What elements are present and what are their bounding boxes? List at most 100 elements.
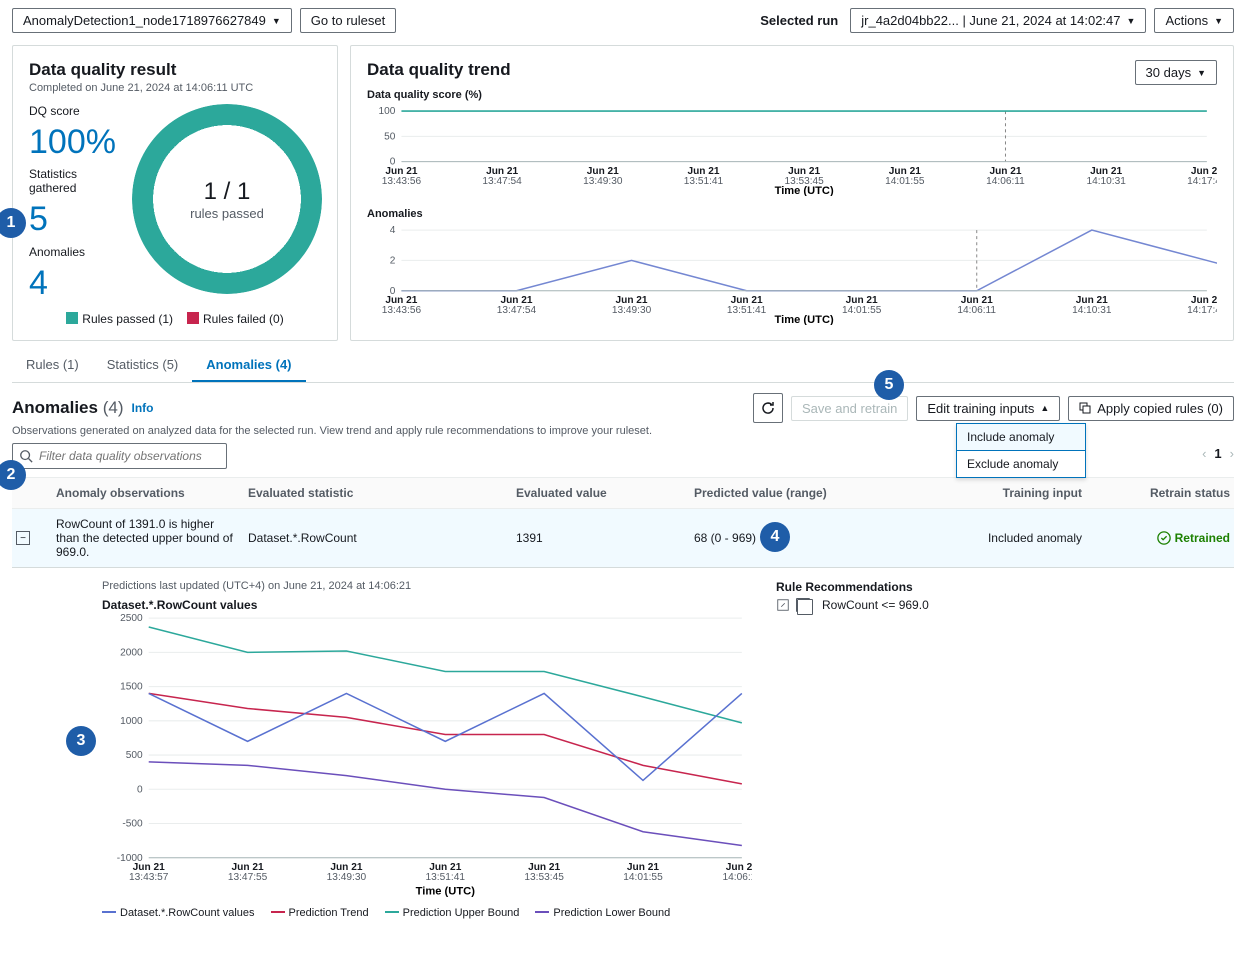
detail-chart-title: Dataset.*.RowCount values [102, 598, 752, 612]
caret-down-icon: ▼ [1127, 16, 1136, 26]
col-predicted-value: Predicted value (range) [694, 486, 894, 500]
svg-text:13:53:45: 13:53:45 [524, 872, 564, 883]
rule-recommendations: Rule Recommendations RowCount <= 969.0 [776, 580, 929, 918]
refresh-button[interactable] [753, 393, 783, 423]
tab-anomalies[interactable]: Anomalies (4) [192, 349, 305, 382]
anomaly-row[interactable]: − RowCount of 1391.0 is higher than the … [12, 509, 1234, 568]
svg-text:1500: 1500 [120, 682, 143, 693]
topbar: AnomalyDetection1_node1718976627849 ▼ Go… [12, 8, 1234, 33]
svg-text:100: 100 [378, 106, 395, 117]
score-chart-title: Data quality score (%) [367, 89, 1217, 101]
refresh-icon [760, 400, 776, 416]
node-selector[interactable]: AnomalyDetection1_node1718976627849 ▼ [12, 8, 292, 33]
legend-lower: Prediction Lower Bound [535, 907, 670, 919]
dropdown-exclude-anomaly[interactable]: Exclude anomaly [957, 451, 1085, 477]
svg-text:50: 50 [384, 131, 396, 142]
row-retrain-status: Retrained [1090, 531, 1230, 545]
edit-training-label: Edit training inputs [927, 401, 1034, 416]
anomalies-count: (4) [103, 398, 124, 417]
svg-text:14:10:31: 14:10:31 [1072, 305, 1112, 316]
tab-statistics[interactable]: Statistics (5) [93, 349, 193, 382]
legend-upper: Prediction Upper Bound [385, 907, 520, 919]
col-statistic: Evaluated statistic [248, 486, 508, 500]
callout-5: 5 [874, 370, 904, 400]
donut-chart: 1 / 1 rules passed [132, 104, 322, 294]
trend-range-dropdown[interactable]: 30 days ▼ [1135, 60, 1217, 85]
collapse-icon[interactable]: − [16, 531, 30, 545]
svg-text:2: 2 [390, 256, 396, 267]
actions-dropdown[interactable]: Actions ▼ [1154, 8, 1234, 33]
dq-score-label: DQ score [29, 104, 116, 118]
dq-score-value: 100% [29, 124, 116, 161]
svg-text:Time (UTC): Time (UTC) [775, 314, 834, 325]
callout-3: 3 [66, 726, 96, 756]
svg-text:Time (UTC): Time (UTC) [416, 886, 476, 897]
caret-down-icon: ▼ [272, 16, 281, 26]
apply-copied-rules-button[interactable]: Apply copied rules (0) [1068, 396, 1234, 421]
page-number: 1 [1214, 446, 1221, 461]
go-to-ruleset-label: Go to ruleset [311, 13, 385, 28]
legend-failed: Rules failed (0) [187, 312, 284, 326]
stats-gathered-value: 5 [29, 201, 116, 238]
legend-actual: Dataset.*.RowCount values [102, 907, 255, 919]
row-value: 1391 [516, 531, 686, 545]
legend-trend: Prediction Trend [271, 907, 369, 919]
svg-text:13:47:54: 13:47:54 [482, 176, 522, 187]
dropdown-include-anomaly[interactable]: Include anomaly [957, 424, 1085, 451]
edit-training-inputs-button[interactable]: Edit training inputs ▲ [916, 396, 1060, 421]
go-to-ruleset-button[interactable]: Go to ruleset [300, 8, 396, 33]
svg-text:13:47:55: 13:47:55 [228, 872, 268, 883]
trend-range-label: 30 days [1146, 65, 1192, 80]
legend-passed: Rules passed (1) [66, 312, 173, 326]
svg-text:500: 500 [126, 750, 143, 761]
info-link[interactable]: Info [132, 401, 154, 415]
tab-rules[interactable]: Rules (1) [12, 349, 93, 382]
anomalies-section-title: Anomalies (4) [12, 398, 124, 418]
save-retrain-label: Save and retrain [802, 401, 897, 416]
row-statistic: Dataset.*.RowCount [248, 531, 508, 545]
copy-icon[interactable] [796, 598, 810, 612]
selected-run-value: jr_4a2d04bb22... | June 21, 2024 at 14:0… [861, 13, 1120, 28]
svg-text:14:06:11: 14:06:11 [986, 176, 1025, 187]
donut-fraction: 1 / 1 [204, 178, 251, 206]
prev-page[interactable]: ‹ [1202, 446, 1206, 461]
svg-text:14:17:49: 14:17:49 [1187, 176, 1217, 187]
predictions-updated: Predictions last updated (UTC+4) on June… [102, 580, 752, 592]
check-circle-icon [1157, 531, 1171, 545]
svg-text:13:47:54: 13:47:54 [497, 305, 537, 316]
caret-down-icon: ▼ [1197, 68, 1206, 78]
dq-result-panel: Data quality result Completed on June 21… [12, 45, 338, 341]
svg-text:4: 4 [390, 225, 396, 236]
anomalies-value: 4 [29, 265, 116, 302]
svg-text:14:06:11: 14:06:11 [957, 305, 996, 316]
next-page[interactable]: › [1230, 446, 1234, 461]
svg-text:13:43:56: 13:43:56 [382, 176, 422, 187]
tabs: Rules (1) Statistics (5) Anomalies (4) [12, 349, 1234, 383]
row-predicted: 68 (0 - 969) [694, 531, 894, 545]
anomalies-label: Anomalies [29, 245, 116, 259]
svg-text:0: 0 [137, 785, 143, 796]
table-header: Anomaly observations Evaluated statistic… [12, 477, 1234, 509]
svg-text:13:49:30: 13:49:30 [583, 176, 623, 187]
reco-title: Rule Recommendations [776, 580, 929, 594]
svg-text:-500: -500 [122, 819, 143, 830]
filter-input[interactable] [12, 443, 227, 469]
training-inputs-dropdown: Include anomaly Exclude anomaly [956, 423, 1086, 478]
svg-text:13:49:30: 13:49:30 [612, 305, 652, 316]
dq-trend-panel: Data quality trend 30 days ▼ Data qualit… [350, 45, 1234, 341]
dq-trend-title: Data quality trend [367, 60, 511, 80]
row-training-input: Included anomaly [902, 531, 1082, 545]
reco-rule-text: RowCount <= 969.0 [822, 598, 929, 612]
selected-run-dropdown[interactable]: jr_4a2d04bb22... | June 21, 2024 at 14:0… [850, 8, 1146, 33]
svg-text:Time (UTC): Time (UTC) [775, 185, 834, 196]
svg-text:14:10:31: 14:10:31 [1086, 176, 1126, 187]
svg-text:14:01:55: 14:01:55 [842, 305, 882, 316]
col-retrain-status: Retrain status [1090, 486, 1230, 500]
svg-text:2500: 2500 [120, 613, 143, 624]
dq-result-completed: Completed on June 21, 2024 at 14:06:11 U… [29, 82, 321, 94]
detail-chart: Predictions last updated (UTC+4) on June… [102, 580, 752, 918]
edit-icon[interactable] [776, 598, 790, 612]
search-icon [19, 449, 33, 463]
svg-text:14:17:49: 14:17:49 [1187, 305, 1217, 316]
actions-label: Actions [1165, 13, 1208, 28]
